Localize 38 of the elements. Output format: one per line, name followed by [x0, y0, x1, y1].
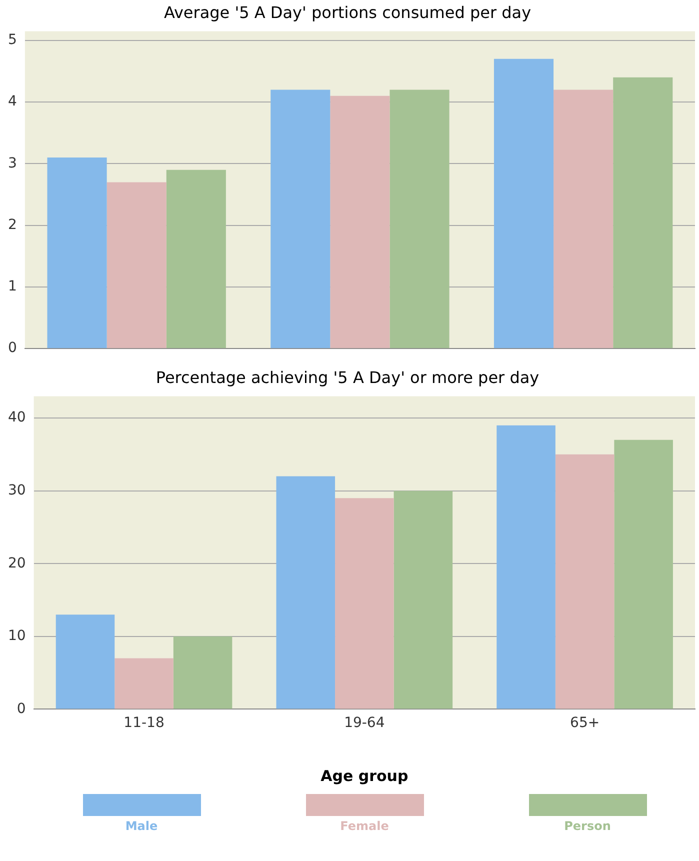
bar [106, 182, 166, 348]
bar [47, 158, 107, 348]
x-tick-label: 11-18 [124, 715, 164, 732]
bar [270, 90, 330, 348]
bar [56, 614, 115, 709]
y-tick-label: 4 [8, 94, 17, 110]
bar [494, 58, 554, 348]
bar [394, 490, 453, 709]
text: Male [125, 819, 158, 833]
y-tick-label: 5 [8, 32, 17, 48]
y-tick-label: 20 [8, 555, 26, 572]
bar [554, 90, 614, 348]
y-tick-label: 3 [8, 155, 17, 172]
text: Female [340, 819, 389, 833]
y-tick-label: 0 [16, 700, 26, 717]
bar [496, 425, 556, 709]
bar [613, 77, 673, 348]
x-axis-title: Age group [320, 766, 408, 785]
y-tick-label: 40 [8, 410, 26, 426]
y-tick-label: 10 [8, 628, 26, 644]
bar [173, 636, 232, 709]
bar [390, 90, 450, 348]
text: Person [564, 819, 611, 833]
chart-title: Percentage achieving '5 A Day' or more per day [156, 368, 540, 387]
bar [114, 658, 174, 709]
chart-title: Average '5 A Day' portions consumed per day [164, 2, 532, 22]
y-tick-label: 0 [8, 340, 17, 356]
y-tick-label: 1 [8, 278, 17, 295]
y-tick-label: 2 [8, 216, 17, 233]
bar [614, 440, 673, 709]
bar [555, 454, 614, 709]
bar [335, 498, 394, 709]
bar [276, 476, 336, 709]
x-tick-label: 65+ [570, 715, 600, 732]
y-tick-label: 30 [8, 482, 26, 498]
x-tick-label: 19-64 [344, 715, 385, 732]
bar [166, 170, 226, 348]
bar [330, 96, 390, 348]
